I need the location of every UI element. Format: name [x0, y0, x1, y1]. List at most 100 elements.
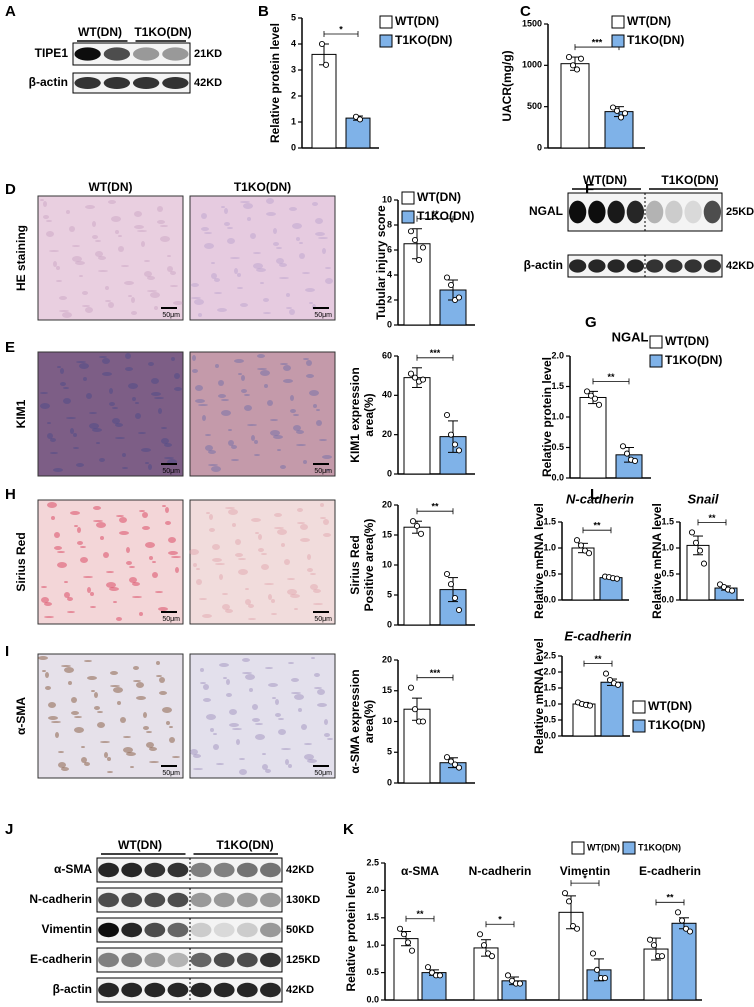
micrograph-texture — [201, 213, 207, 219]
data-point — [415, 256, 423, 264]
micrograph-texture — [135, 413, 141, 419]
data-point — [443, 570, 451, 578]
micrograph-texture — [115, 423, 123, 427]
micrograph-texture — [293, 414, 299, 416]
y-tick-label: 60 — [382, 350, 392, 360]
micrograph-texture — [203, 684, 209, 690]
micrograph-texture — [173, 301, 183, 305]
blot-band — [260, 922, 281, 938]
micrograph-texture — [67, 597, 73, 601]
data-point — [728, 587, 736, 594]
micrograph-texture — [167, 255, 171, 257]
legend-swatch — [379, 15, 393, 29]
micrograph-texture — [325, 267, 331, 269]
chart-title: E-cadherin — [564, 628, 631, 643]
y-tick-label: 0.5 — [551, 442, 564, 452]
micrograph-texture — [290, 409, 296, 413]
blot-band — [213, 922, 235, 938]
data-point — [455, 294, 463, 301]
data-point — [688, 529, 696, 536]
micrograph-texture — [288, 662, 294, 664]
bar — [560, 63, 590, 149]
micrograph-texture — [80, 557, 88, 563]
micrograph-texture — [225, 507, 235, 509]
blot-band — [74, 47, 101, 61]
y-axis-label: Relative protein level — [344, 871, 358, 991]
micrograph-texture — [299, 253, 305, 259]
micrograph — [37, 195, 184, 321]
y-tick-label: 0.5 — [366, 967, 379, 977]
data-point — [619, 443, 627, 450]
micrograph-texture — [45, 686, 51, 690]
micrograph-texture — [69, 226, 75, 232]
micrograph-texture — [122, 467, 128, 469]
blot-size: 25KD — [726, 206, 754, 218]
blot-label: N-cadherin — [29, 892, 92, 906]
micrograph-texture — [216, 763, 224, 765]
micrograph-texture — [164, 443, 172, 447]
micrograph-texture — [245, 588, 249, 590]
micrograph-texture — [89, 412, 97, 414]
data-point — [322, 61, 330, 68]
data-point — [609, 104, 617, 111]
micrograph-texture — [290, 594, 300, 598]
micrograph-texture — [92, 221, 96, 227]
micrograph-texture — [192, 355, 196, 361]
y-tick-label: 15 — [382, 529, 392, 539]
micrograph-texture — [100, 536, 104, 540]
micrograph-texture — [238, 558, 246, 560]
data-point — [589, 950, 597, 957]
micrograph-texture — [95, 240, 101, 242]
micrograph-texture — [85, 307, 93, 313]
panel-letter: K — [343, 821, 354, 838]
blot-band — [626, 200, 645, 224]
y-tick-label: 2.0 — [366, 885, 379, 895]
micrograph-texture — [156, 675, 162, 677]
chart-title: NGAL — [612, 329, 649, 344]
micrograph-texture — [73, 447, 79, 449]
micrograph-texture — [135, 402, 139, 404]
micrograph-texture — [96, 522, 106, 528]
micrograph-texture — [254, 440, 258, 444]
micrograph-texture — [221, 410, 231, 416]
legend-swatch — [649, 354, 663, 368]
micrograph-texture — [116, 515, 124, 517]
micrograph-texture — [320, 517, 326, 519]
micrograph-texture — [139, 612, 143, 616]
blot-band — [132, 77, 160, 89]
data-point — [407, 228, 415, 235]
data-point — [569, 922, 577, 930]
micrograph-texture — [273, 242, 279, 246]
micrograph-texture — [68, 681, 72, 685]
scale-bar-label: 50μm — [162, 468, 180, 475]
y-tick-label: 2.5 — [543, 650, 556, 660]
blot-label: E-cadherin — [30, 952, 92, 966]
bar — [572, 703, 596, 737]
micrograph-texture — [110, 685, 120, 687]
micrograph-texture — [288, 764, 292, 768]
micrograph-texture — [193, 563, 197, 567]
data-point — [443, 754, 451, 761]
blot-band — [98, 862, 119, 878]
micrograph-texture — [202, 415, 206, 421]
micrograph-texture — [48, 702, 56, 708]
blot-band — [144, 862, 166, 878]
micrograph-texture — [273, 435, 283, 439]
micrograph-texture — [306, 374, 314, 378]
blot-band — [190, 862, 212, 878]
data-point — [591, 395, 599, 402]
legend-swatch — [401, 191, 415, 205]
y-axis-label: Relative protein level — [268, 23, 282, 143]
micrograph-texture — [158, 408, 162, 414]
micrograph-texture — [322, 248, 326, 254]
micrograph-texture — [141, 448, 151, 452]
micrograph-texture — [277, 529, 287, 535]
micrograph-texture — [44, 602, 52, 606]
micrograph-texture — [87, 587, 91, 593]
micrograph-texture — [245, 599, 251, 605]
blot-band — [568, 200, 587, 224]
micrograph-texture — [276, 258, 284, 264]
micrograph-texture — [222, 593, 228, 595]
micrograph-texture — [231, 459, 239, 461]
